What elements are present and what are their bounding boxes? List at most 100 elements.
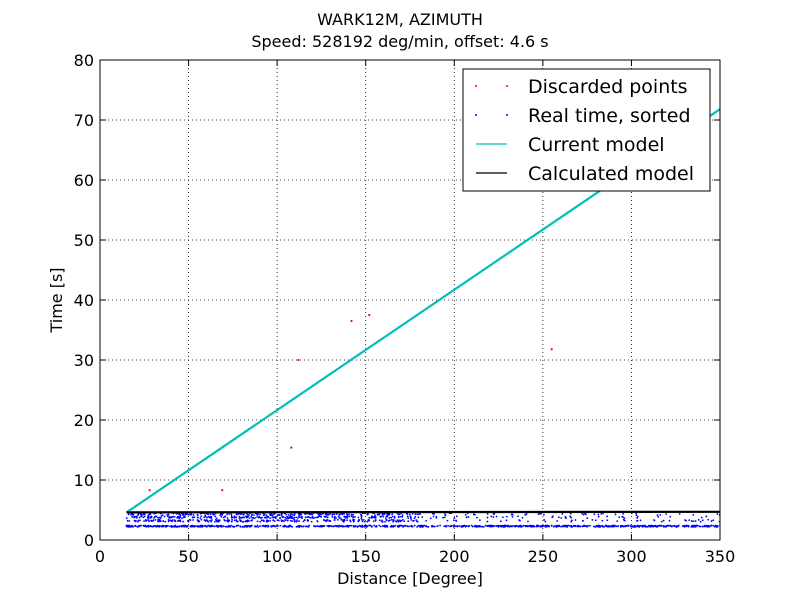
real-time-point (143, 525, 145, 527)
real-time-point (526, 525, 529, 528)
real-time-point (566, 525, 569, 528)
real-time-point (227, 520, 230, 523)
real-time-point (387, 513, 390, 516)
real-time-point (289, 524, 291, 527)
real-time-point (317, 515, 320, 518)
real-time-point (269, 519, 272, 522)
real-time-point (257, 513, 259, 516)
real-time-point (385, 518, 388, 521)
real-time-point (243, 513, 245, 516)
real-time-point (474, 524, 477, 527)
real-time-point (304, 516, 307, 519)
real-time-point (214, 518, 217, 521)
real-time-point (250, 515, 253, 518)
real-time-point (591, 519, 594, 521)
real-time-point (397, 516, 400, 519)
real-time-point (605, 524, 608, 527)
real-time-point (374, 519, 377, 522)
real-time-point (129, 525, 132, 528)
real-time-point (140, 515, 143, 518)
real-time-point (336, 524, 339, 527)
real-time-point (246, 525, 249, 528)
real-time-point (572, 525, 575, 527)
real-time-point (293, 520, 296, 523)
real-time-point (147, 515, 150, 518)
real-time-point (155, 515, 158, 518)
real-time-point (279, 516, 281, 519)
real-time-point (186, 519, 189, 522)
legend: Discarded points Real time, sorted Current… (462, 68, 711, 192)
real-time-point (452, 519, 455, 522)
real-time-point (490, 515, 493, 518)
real-time-point (352, 525, 355, 528)
y-tick-label: 10 (74, 471, 94, 490)
real-time-point (509, 525, 512, 527)
real-time-point (384, 517, 387, 520)
real-time-point (238, 517, 241, 519)
real-time-point (486, 513, 489, 515)
real-time-point (678, 513, 681, 515)
real-time-point (577, 525, 580, 528)
real-time-point (501, 516, 504, 519)
real-time-point (298, 513, 300, 516)
real-time-point (193, 516, 196, 519)
real-time-point (414, 513, 417, 516)
real-time-point (622, 516, 624, 518)
real-time-point (296, 517, 299, 519)
real-time-point (692, 513, 695, 516)
real-time-point (320, 515, 323, 518)
real-time-point (320, 525, 323, 528)
real-time-point (350, 524, 353, 527)
real-time-point (176, 525, 179, 528)
real-time-point (135, 515, 138, 518)
real-time-point (200, 518, 203, 521)
real-time-point (291, 514, 294, 516)
real-time-point (280, 513, 283, 516)
real-time-point (172, 515, 175, 518)
real-time-point (246, 519, 249, 522)
real-time-point (706, 524, 709, 527)
real-time-point (338, 517, 341, 519)
real-time-point (364, 525, 367, 528)
real-time-point (346, 515, 349, 518)
real-time-point (182, 513, 185, 515)
real-time-point (351, 519, 354, 521)
real-time-point (168, 517, 170, 519)
real-time-point (128, 524, 131, 527)
real-time-point (159, 520, 162, 523)
real-time-point (393, 517, 396, 519)
real-time-point (658, 524, 661, 527)
real-time-point (249, 525, 251, 528)
real-time-point (556, 525, 559, 528)
real-time-point (621, 525, 624, 527)
real-time-point (541, 525, 544, 528)
x-tick-label: 200 (439, 547, 470, 566)
real-time-point (350, 515, 353, 518)
real-time-point (477, 525, 480, 528)
real-time-point (411, 512, 414, 515)
real-time-point (574, 519, 577, 521)
real-time-point (452, 525, 455, 528)
real-time-point (409, 515, 412, 518)
real-time-point (303, 519, 306, 521)
real-time-point (641, 524, 644, 527)
real-time-point (326, 516, 329, 519)
real-time-point (333, 519, 336, 522)
real-time-point (299, 524, 302, 527)
real-time-point (291, 517, 294, 520)
real-time-point (381, 519, 383, 522)
y-tick-label: 70 (74, 111, 94, 130)
real-time-point (269, 513, 271, 516)
real-time-point (262, 519, 265, 522)
real-time-point (311, 513, 314, 516)
real-time-point (293, 517, 295, 519)
real-time-point (186, 513, 188, 515)
real-time-point (328, 519, 331, 522)
real-time-point (476, 516, 478, 519)
real-time-point (275, 516, 277, 518)
real-time-point (432, 515, 435, 518)
real-time-point (227, 519, 230, 521)
real-time-point (392, 525, 395, 528)
real-time-point (539, 525, 541, 527)
real-time-point (173, 515, 176, 518)
